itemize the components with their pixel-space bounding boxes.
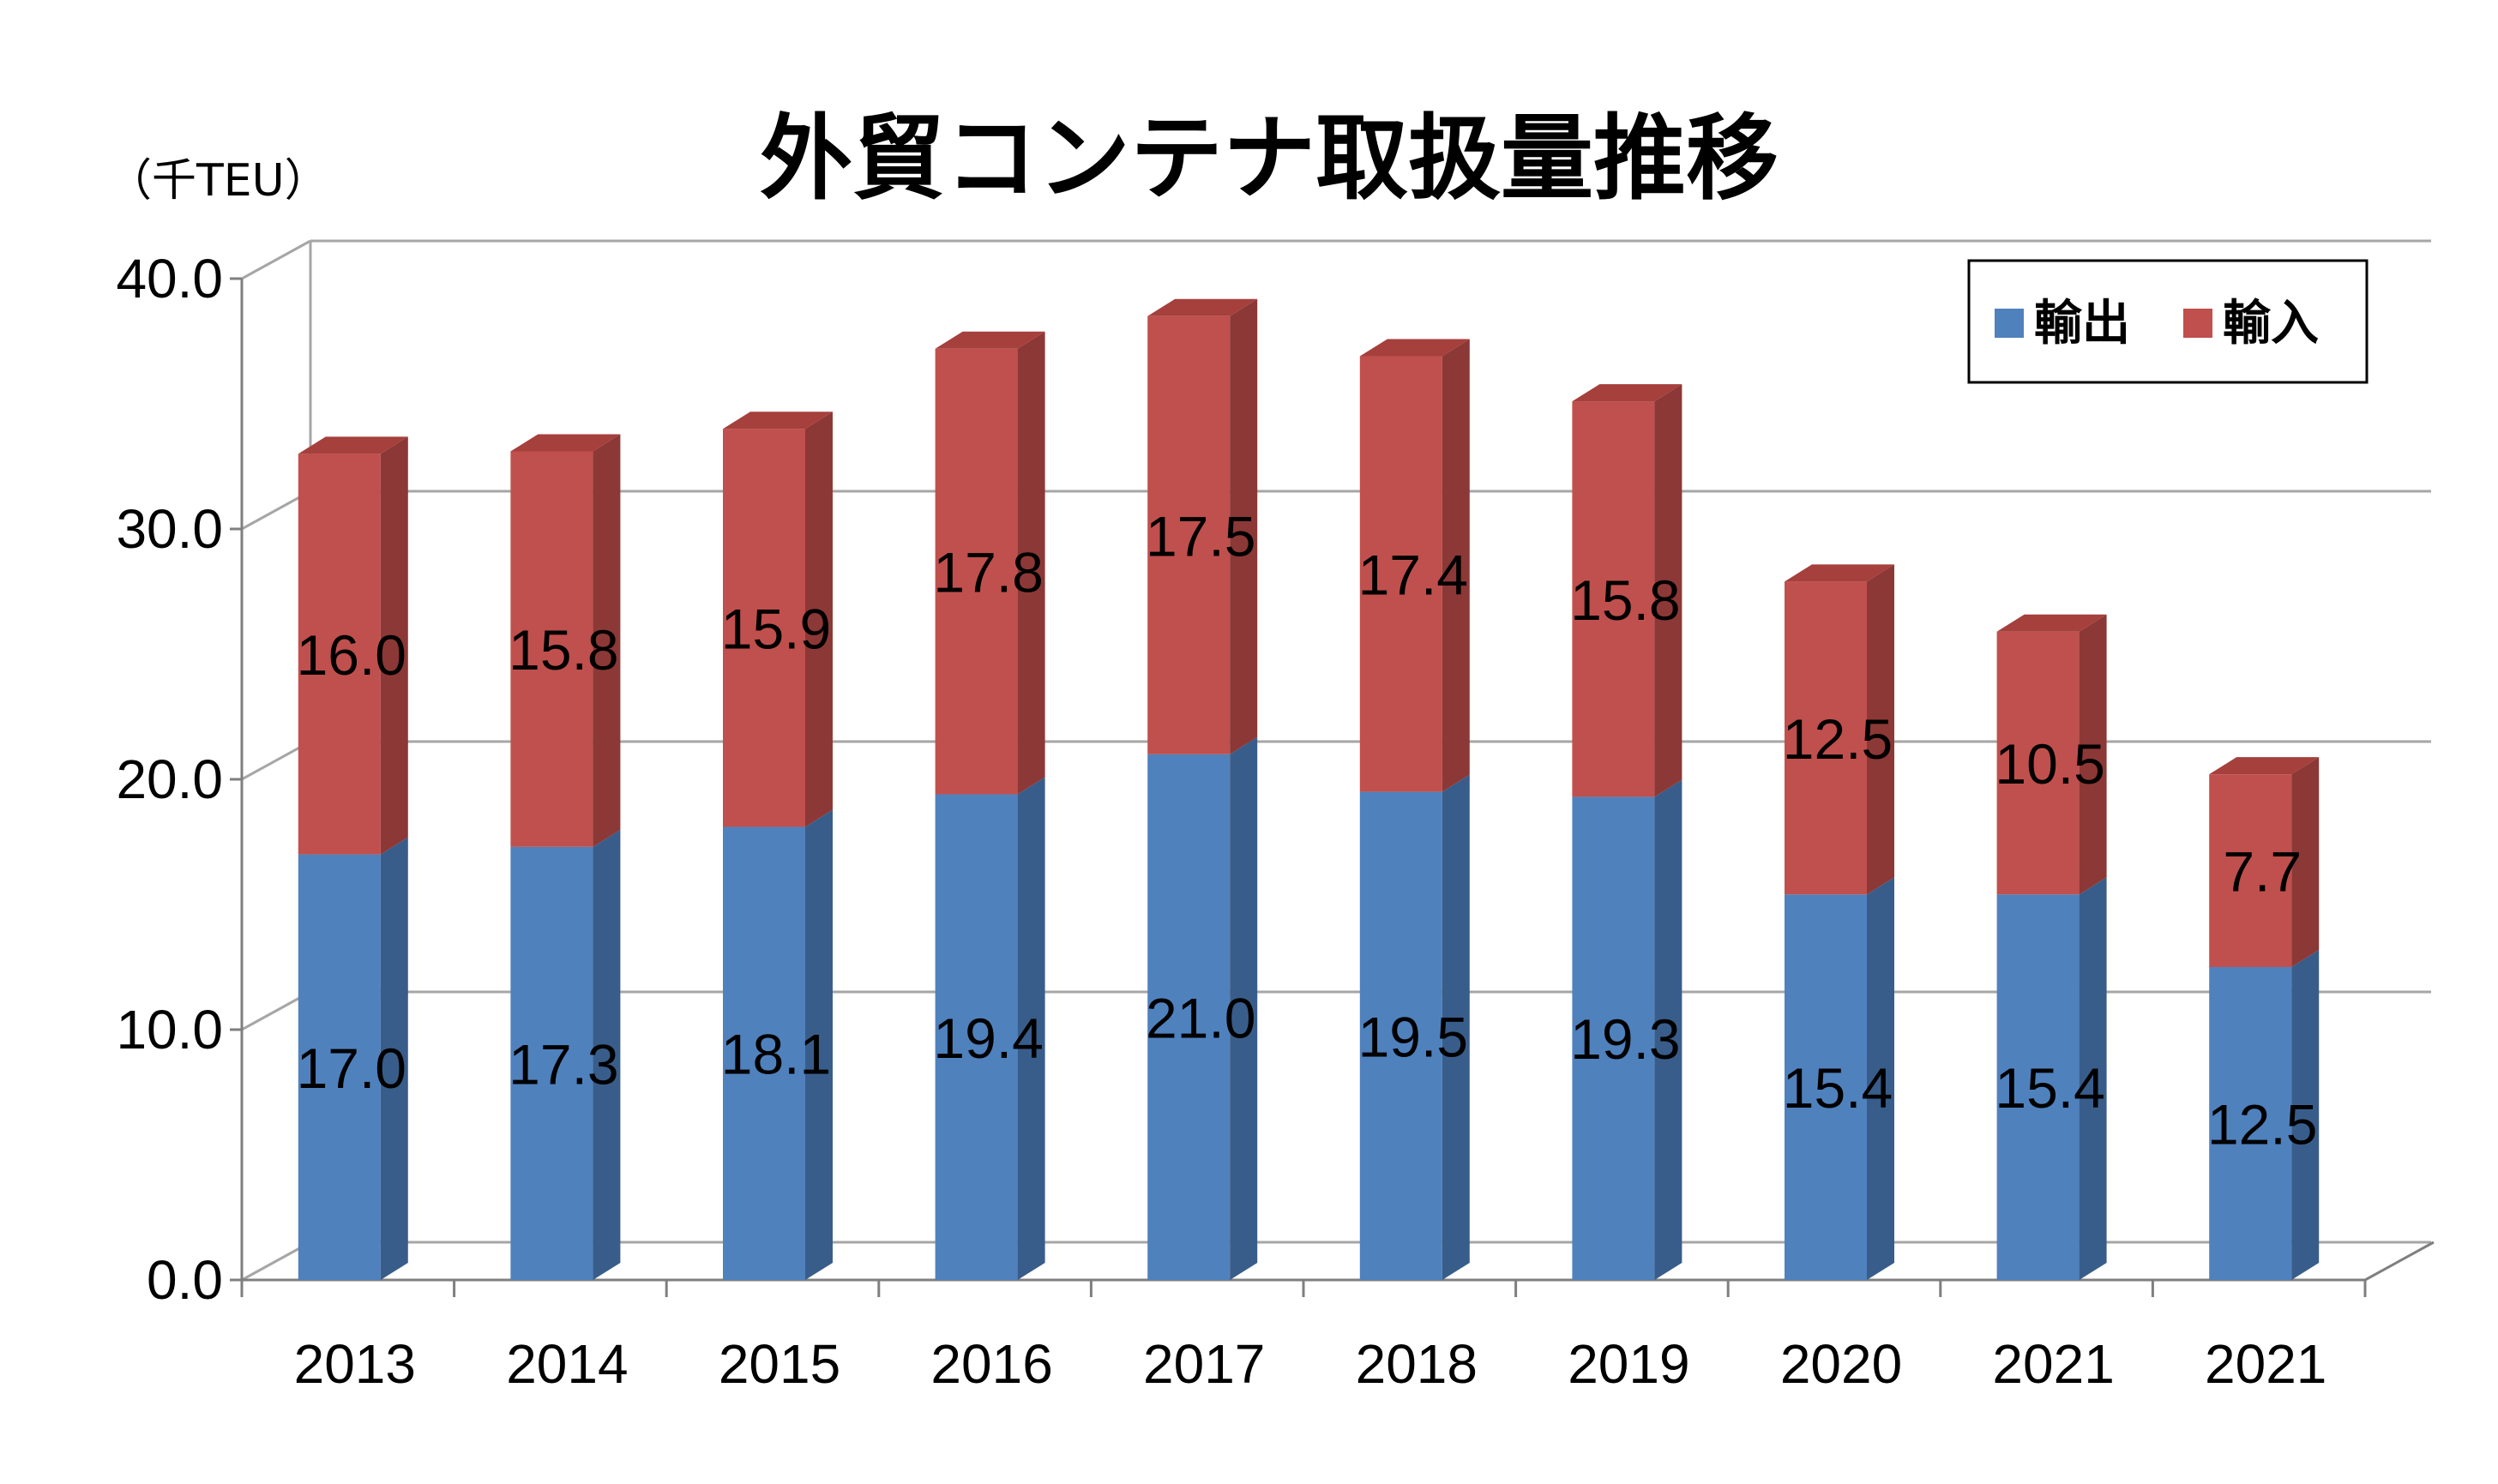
- bar-top-face: [298, 436, 408, 454]
- bar-top-face: [2209, 757, 2320, 775]
- y-tick-label: 0.0: [147, 1249, 223, 1311]
- bar-segment: [2209, 774, 2292, 967]
- data-label: 7.7: [2223, 840, 2302, 904]
- data-label: 12.5: [2207, 1093, 2317, 1157]
- bar-segment: [723, 826, 805, 1280]
- y-tick-label: 40.0: [116, 248, 223, 309]
- bar-segment-side: [593, 434, 621, 847]
- x-tick-label: 2019: [1568, 1333, 1689, 1395]
- bar-segment-side: [380, 436, 408, 855]
- bar-segment: [1996, 631, 2080, 895]
- bar-segment-side: [593, 829, 621, 1280]
- data-label: 19.4: [933, 1006, 1043, 1070]
- bar-segment: [298, 854, 381, 1280]
- bar-segment: [298, 454, 381, 855]
- bar-segment-side: [2079, 614, 2107, 895]
- legend-swatch-export: [1995, 309, 2024, 338]
- bar-segment: [2209, 967, 2292, 1280]
- bar-top-face: [510, 434, 621, 452]
- legend-label-export: 輸出: [2034, 296, 2130, 351]
- x-tick-label: 2014: [506, 1333, 628, 1395]
- data-labels: 17.0 16.0 17.3 15.8 18.1 15.9 19.4 17.8 21.0 17.5…: [297, 504, 2318, 1156]
- bar-segment-side: [1867, 877, 1894, 1280]
- data-label: 16.0: [297, 623, 406, 687]
- axes: 0.0 10.0 20.0 30.0 40.0 2013 2014 2015 2016 2017 2…: [116, 248, 2435, 1395]
- bar-segment: [1359, 356, 1442, 792]
- bar-segment-side: [1654, 779, 1682, 1280]
- data-label: 17.3: [509, 1032, 618, 1096]
- bar-top-face: [1785, 564, 1894, 582]
- bar-segment: [935, 794, 1018, 1280]
- x-tick-label: 2020: [1780, 1333, 1902, 1395]
- data-label: 18.1: [721, 1023, 831, 1086]
- y-tick-label: 30.0: [116, 498, 223, 560]
- bar-segment: [723, 429, 805, 827]
- x-tick-label: 2021: [2205, 1333, 2326, 1395]
- data-label: 12.5: [1783, 707, 1893, 771]
- data-label: 19.5: [1358, 1005, 1468, 1068]
- data-label: 19.3: [1570, 1007, 1680, 1071]
- bar-segment-side: [1867, 564, 1894, 895]
- legend-box: [1967, 259, 2369, 384]
- data-label: 15.8: [509, 618, 618, 682]
- bar-segment: [1785, 581, 1867, 895]
- bar-segment: [1147, 754, 1231, 1280]
- bar-segment-side: [1442, 774, 1470, 1280]
- bar-segment-side: [1442, 339, 1470, 792]
- data-label: 17.8: [933, 541, 1043, 604]
- x-tick-label: 2015: [719, 1333, 840, 1395]
- y-tick-label: 20.0: [116, 748, 223, 810]
- bar-top-face: [1359, 339, 1470, 357]
- bar-top-face: [1996, 614, 2107, 632]
- data-label: 10.5: [1995, 732, 2104, 796]
- bar-segment: [1572, 401, 1655, 797]
- bar-segment-side: [1654, 384, 1682, 797]
- data-label: 15.8: [1570, 568, 1680, 632]
- y-tick-label: 10.0: [116, 999, 223, 1060]
- bar-segment-side: [2291, 757, 2320, 967]
- data-label: 17.4: [1358, 544, 1468, 607]
- bar-segment-side: [805, 412, 833, 827]
- data-label: 15.9: [721, 597, 831, 660]
- x-tick-label: 2013: [294, 1333, 416, 1395]
- bar-segment-side: [1017, 331, 1045, 795]
- bar-segment-side: [1230, 736, 1258, 1280]
- gridline-depth: [241, 239, 311, 280]
- bar-segment: [935, 348, 1018, 795]
- x-tick-label: 2018: [1356, 1333, 1478, 1395]
- bar-segment: [1785, 894, 1867, 1280]
- bar-segment-side: [1017, 777, 1045, 1280]
- x-tick-label: 2016: [930, 1333, 1052, 1395]
- bar-top-face: [935, 331, 1045, 349]
- legend: 輸出 輸入: [1967, 259, 2369, 384]
- bars: [298, 298, 2320, 1280]
- bar-segment-side: [1230, 298, 1258, 754]
- legend-label-import: 輸入: [2223, 296, 2319, 351]
- bar-top-face: [1572, 384, 1682, 402]
- bar-segment-side: [380, 837, 408, 1280]
- bar-segment: [1996, 894, 2080, 1280]
- chart-title: 外貿コンテナ取扱量推移: [760, 105, 1779, 213]
- data-label: 17.5: [1146, 504, 1255, 568]
- bar-segment: [1572, 796, 1655, 1280]
- floor-depth-edge: [2364, 1241, 2435, 1282]
- bar-segment-side: [805, 809, 833, 1280]
- data-label: 15.4: [1995, 1056, 2104, 1120]
- bar-top-face: [1147, 298, 1258, 316]
- bar-top-face: [723, 412, 833, 430]
- x-tick-label: 2017: [1143, 1333, 1265, 1395]
- bar-segment: [1147, 315, 1231, 754]
- bar-segment-side: [2291, 950, 2320, 1280]
- bar-segment-side: [2079, 877, 2107, 1280]
- bar-segment: [1359, 791, 1442, 1280]
- data-label: 21.0: [1146, 986, 1255, 1049]
- x-tick-label: 2021: [1992, 1333, 2114, 1395]
- bar-segment: [510, 846, 593, 1280]
- data-label: 17.0: [297, 1036, 406, 1100]
- y-axis-unit-label: （千TEU）: [107, 155, 329, 207]
- data-label: 15.4: [1783, 1056, 1893, 1120]
- bar-segment: [510, 451, 593, 847]
- legend-swatch-import: [2183, 309, 2212, 338]
